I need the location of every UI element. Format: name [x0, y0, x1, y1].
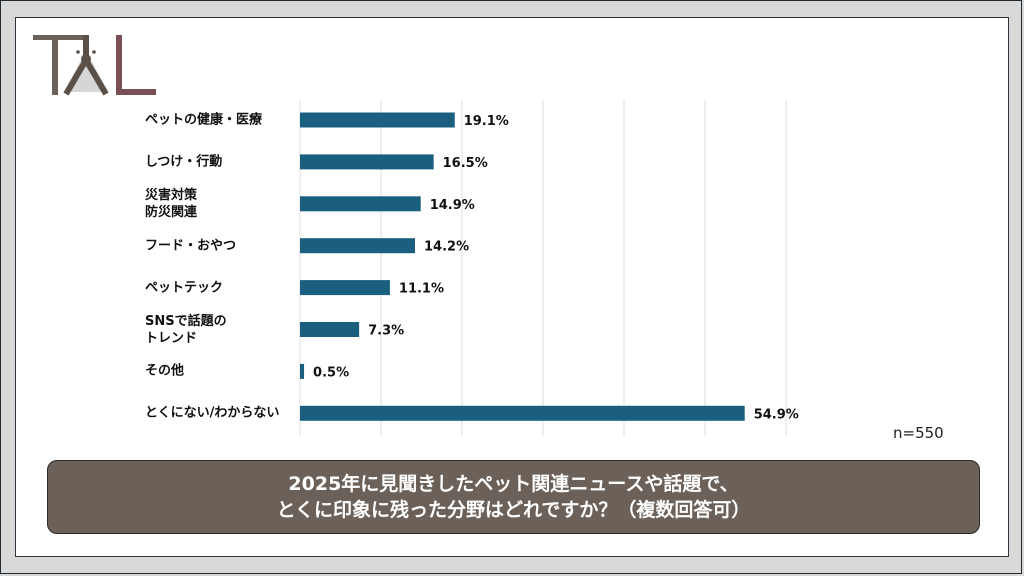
category-label: フード・おやつ — [145, 238, 237, 254]
question-title-line-1: 2025年に見聞きしたペット関連ニュースや話題で、 — [288, 473, 739, 495]
question-title-line-2: とくに印象に残った分野はどれですか？（複数回答可） — [276, 499, 751, 521]
category-label: SNSで話題の トレンド — [145, 313, 227, 346]
bar — [300, 112, 455, 128]
bar — [300, 154, 434, 170]
category-label: とくにない/わからない — [145, 405, 280, 421]
data-label: 7.3% — [368, 324, 404, 339]
bar — [300, 238, 416, 254]
data-label: 16.5% — [443, 156, 488, 171]
category-label: その他 — [145, 363, 185, 379]
sample-size: n=550 — [893, 424, 944, 442]
bar — [300, 405, 745, 421]
data-label: 54.9% — [754, 407, 799, 422]
category-label: しつけ・行動 — [145, 154, 223, 170]
bar — [300, 363, 305, 379]
data-label: 19.1% — [464, 114, 509, 129]
bar — [300, 322, 360, 337]
data-label: 11.1% — [399, 282, 444, 297]
question-title-box: 2025年に見聞きしたペット関連ニュースや話題で、 とくに印象に残った分野はどれ… — [47, 460, 980, 534]
tal-logo — [33, 35, 156, 96]
bar — [300, 196, 421, 212]
data-label: 0.5% — [313, 365, 349, 380]
category-label: ペットの健康・医療 — [145, 112, 263, 128]
bar — [300, 280, 390, 296]
category-label: ペットテック — [145, 280, 224, 296]
category-label: 災害対策 防災関連 — [145, 187, 198, 220]
data-label: 14.9% — [430, 198, 475, 213]
data-label: 14.2% — [424, 240, 469, 255]
